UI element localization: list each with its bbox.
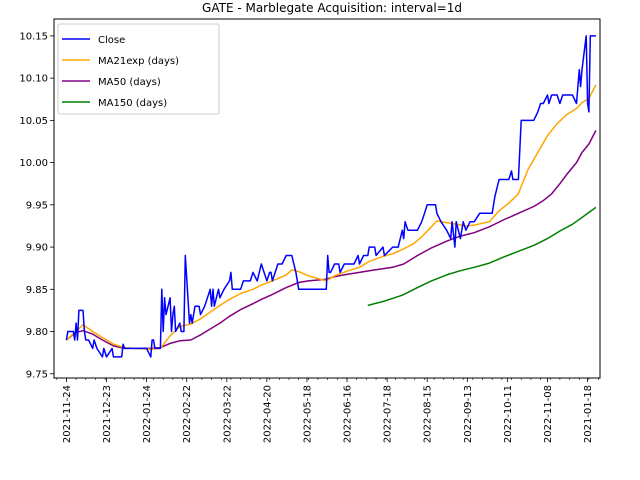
x-tick-label: 2022-03-22 [222, 385, 233, 443]
x-tick-label: 2022-08-15 [423, 385, 434, 443]
y-tick-label: 10.05 [19, 116, 48, 127]
x-tick-label: 2021-12-23 [102, 385, 113, 443]
y-tick-label: 9.75 [26, 369, 48, 380]
x-tick-label: 2022-07-18 [383, 385, 394, 443]
x-tick-label: 2022-09-13 [463, 385, 474, 443]
legend: Close MA21exp (days) MA50 (days) MA150 (day… [57, 23, 220, 115]
legend-box [57, 23, 220, 115]
y-tick-label: 9.95 [26, 200, 48, 211]
plot-area [65, 35, 597, 358]
y-tick-label: 10.10 [19, 74, 48, 85]
x-tick-label: 2022-10-11 [503, 385, 514, 443]
axes-frame [53, 18, 601, 379]
x-tick-label: 2021-01-18 [583, 385, 594, 443]
series-line-ma150-days [367, 206, 597, 307]
series-line-ma50-days [65, 130, 597, 350]
legend-label: Close [98, 35, 125, 46]
y-tick-label: 9.85 [26, 285, 48, 296]
x-tick-label: 2022-11-08 [543, 385, 554, 443]
legend-label: MA21exp (days) [98, 56, 179, 67]
legend-label: MA50 (days) [98, 77, 161, 88]
y-tick-label: 10.15 [19, 31, 48, 42]
series-line-close [65, 35, 596, 358]
x-tick-label: 2022-05-18 [303, 385, 314, 443]
x-tick-label: 2022-04-20 [262, 385, 273, 443]
axis-ticks: 2021-11-24 2021-12-23 2022-01-24 2022-02-22… [19, 31, 599, 443]
legend-label: MA150 (days) [98, 98, 167, 109]
chart-title: GATE - Marblegate Acquisition: interval=… [202, 1, 462, 15]
x-tick-label: 2021-11-24 [62, 385, 73, 443]
x-tick-label: 2022-02-22 [182, 385, 193, 443]
x-tick-label: 2022-01-24 [142, 385, 153, 443]
x-tick-label: 2022-06-16 [343, 385, 354, 443]
series-line-ma21exp-days [65, 84, 597, 351]
y-tick-label: 9.80 [26, 327, 48, 338]
y-tick-label: 10.00 [19, 158, 48, 169]
y-tick-label: 9.90 [26, 243, 48, 254]
